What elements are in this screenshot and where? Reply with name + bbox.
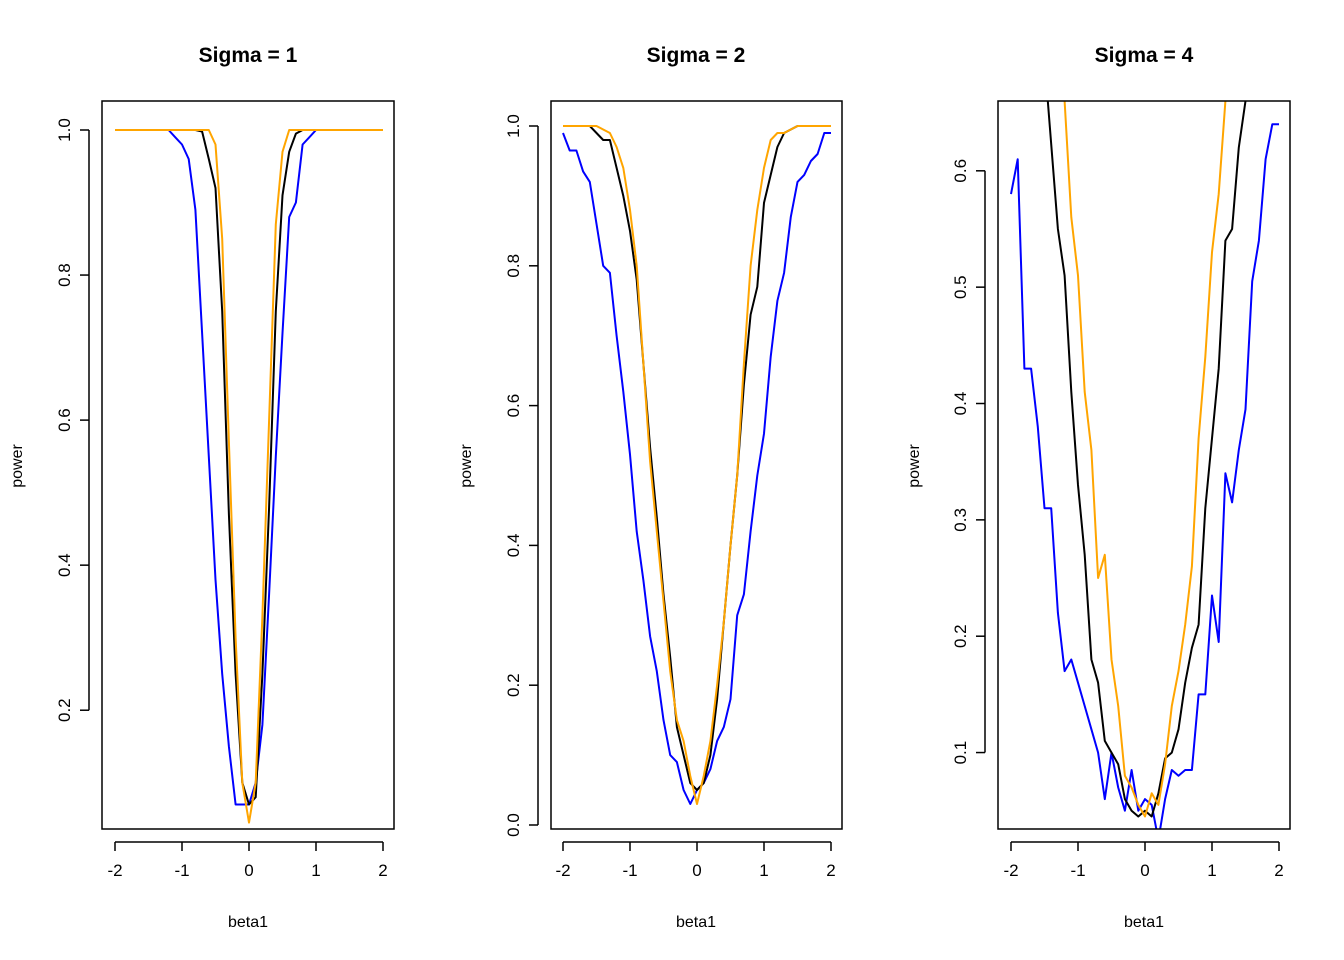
y-tick-label: 0.6: [951, 159, 970, 183]
y-tick-label: 0.2: [951, 624, 970, 648]
x-tick-label: 2: [1274, 861, 1283, 880]
y-axis-label: power: [9, 444, 26, 488]
plot-frame: [997, 100, 1291, 830]
x-tick-label: 1: [311, 861, 320, 880]
series-group: [115, 129, 383, 824]
y-tick-label: 0.4: [504, 534, 523, 558]
y-tick-label: 0.8: [55, 263, 74, 287]
series-line-1: [563, 125, 831, 791]
plot-frame: [550, 100, 843, 830]
x-tick-label: 0: [1140, 861, 1149, 880]
y-axis-label: power: [458, 444, 475, 488]
x-tick-label: -2: [107, 861, 122, 880]
chart-title: Sigma = 2: [647, 44, 746, 67]
y-tick-label: 0.3: [951, 508, 970, 532]
x-axis-label: beta1: [676, 914, 716, 931]
series-group: [1010, 101, 1279, 829]
y-tick-label: 0.8: [504, 254, 523, 278]
series-group: [562, 125, 831, 805]
x-axis-label: beta1: [228, 914, 268, 931]
x-tick-label: 1: [759, 861, 768, 880]
y-tick-label: 0.6: [504, 394, 523, 418]
y-tick-label: 0.5: [951, 275, 970, 299]
series-line-0: [1010, 123, 1279, 829]
y-tick-label: 0.2: [55, 698, 74, 722]
series-line-2: [1063, 101, 1227, 818]
y-tick-label: 0.2: [504, 673, 523, 697]
x-tick-label: 0: [692, 861, 701, 880]
panel-sigma-4: Sigma = 4 beta1 power -2 -1 0 1 2 0.1 0.2 0.3 0.…: [906, 44, 1291, 931]
x-tick-label: 2: [378, 861, 387, 880]
x-tick-label: -1: [174, 861, 189, 880]
series-line-2: [115, 129, 383, 824]
series-line-0: [562, 132, 831, 805]
x-tick-label: -1: [622, 861, 637, 880]
y-tick-label: 0.6: [55, 408, 74, 432]
y-tick-label: 0.1: [951, 741, 970, 765]
x-axis-label: beta1: [1124, 914, 1164, 931]
y-tick-label: 0.4: [951, 392, 970, 416]
y-axis-label: power: [906, 444, 923, 488]
x-tick-label: 2: [826, 861, 835, 880]
y-tick-label: 0.0: [504, 813, 523, 837]
x-tick-label: 1: [1207, 861, 1216, 880]
series-line-2: [563, 125, 831, 805]
chart-title: Sigma = 1: [199, 44, 298, 67]
y-tick-label: 1.0: [504, 114, 523, 138]
x-tick-label: 0: [244, 861, 253, 880]
plot-frame: [101, 100, 395, 830]
series-line-1: [115, 129, 383, 806]
panel-sigma-1: Sigma = 1 beta1 power -2 -1 0 1 2 0.2 0.4 0.6 0.…: [9, 44, 395, 931]
y-tick-label: 0.4: [55, 553, 74, 577]
x-tick-label: -2: [555, 861, 570, 880]
series-line-1: [1046, 101, 1247, 818]
x-tick-label: -1: [1070, 861, 1085, 880]
y-tick-label: 1.0: [55, 118, 74, 142]
panel-sigma-2: Sigma = 2 beta1 power -2 -1 0 1 2 0.0 0.2 0.4 0.…: [458, 44, 843, 931]
chart-title: Sigma = 4: [1095, 44, 1194, 67]
series-line-0: [115, 129, 383, 806]
x-tick-label: -2: [1003, 861, 1018, 880]
